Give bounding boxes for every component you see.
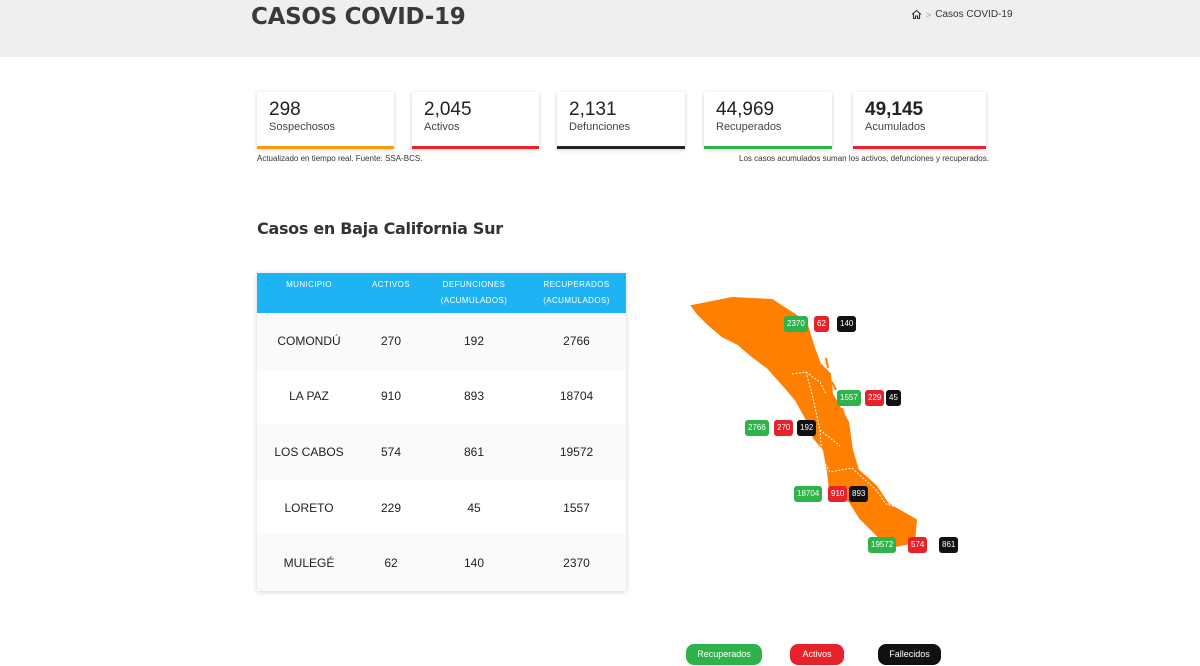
cell-municipio: COMONDÚ <box>277 333 341 348</box>
legend-fallecidos: Fallecidos <box>878 644 941 665</box>
cell-recuperados: 19572 <box>559 444 594 459</box>
section-title: Casos en Baja California Sur <box>257 219 503 238</box>
column-header: DEFUNCIONES (ACUMULADOS) <box>440 280 508 305</box>
stat-card-acumulados: 49,145 Acumulados <box>853 92 986 149</box>
map-label-mulege-activos: 62 <box>814 316 829 332</box>
map-label-comondu-activos: 270 <box>774 420 794 436</box>
map-label-comondu-fallecidos: 192 <box>797 420 817 436</box>
cell-municipio: LORETO <box>284 500 334 515</box>
cell-activos: 270 <box>380 333 402 348</box>
stat-bar <box>853 146 986 149</box>
breadcrumb: > Casos COVID-19 <box>911 9 1013 20</box>
cell-defunciones: 140 <box>463 556 485 571</box>
page-title: CASOS COVID-19 <box>251 4 466 30</box>
map-label-loreto-fallecidos: 45 <box>886 390 901 406</box>
stat-label: Sospechosos <box>269 121 336 133</box>
map-label-mulege-fallecidos: 140 <box>837 316 857 332</box>
column-header: ACTIVOS <box>372 280 410 289</box>
cell-municipio: LA PAZ <box>289 389 329 404</box>
coastline-dots <box>825 357 845 415</box>
breadcrumb-separator: > <box>926 9 932 20</box>
cell-recuperados: 2766 <box>563 333 590 348</box>
map-label-mulege-recuperados: 2370 <box>784 316 808 332</box>
municipality-border <box>791 371 901 509</box>
map-label-loreto-activos: 229 <box>865 390 885 406</box>
stat-value: 2,045 <box>424 99 472 120</box>
table-row: MULEGÉ 62 140 2370 <box>257 535 626 591</box>
stat-label: Activos <box>424 121 460 133</box>
page-header: CASOS COVID-19 > Casos COVID-19 <box>0 0 1200 57</box>
cell-defunciones: 192 <box>463 333 485 348</box>
map-region <box>690 296 918 548</box>
stat-card-activos: 2,045 Activos <box>412 92 539 149</box>
stat-label: Acumulados <box>865 121 926 133</box>
map-label-lapaz-recuperados: 18704 <box>794 486 823 502</box>
stat-bar <box>704 146 832 149</box>
stat-value: 298 <box>269 99 301 120</box>
bcs-map-shape <box>690 296 918 548</box>
stat-card-recuperados: 44,969 Recuperados <box>704 92 832 149</box>
home-icon[interactable] <box>911 9 922 20</box>
cell-defunciones: 45 <box>467 500 481 515</box>
map-label-loscabos-recuperados: 19572 <box>868 537 897 553</box>
table-row: LORETO 229 45 1557 <box>257 480 626 536</box>
map-label-loscabos-fallecidos: 861 <box>939 537 959 553</box>
cell-recuperados: 2370 <box>563 556 590 571</box>
cell-municipio: MULEGÉ <box>283 556 335 571</box>
breadcrumb-current: Casos COVID-19 <box>935 9 1013 20</box>
stat-value: 2,131 <box>569 99 617 120</box>
cell-defunciones: 861 <box>463 444 485 459</box>
municipality-table: MUNICIPIO ACTIVOS DEFUNCIONES (ACUMULADO… <box>257 273 626 591</box>
cell-municipio: LOS CABOS <box>274 444 344 459</box>
legend-recuperados: Recuperados <box>686 644 762 665</box>
stat-label: Recuperados <box>716 121 782 133</box>
map-label-comondu-recuperados: 2766 <box>745 420 769 436</box>
map-label-loscabos-activos: 574 <box>908 537 928 553</box>
accumulated-note: Los casos acumulados suman los activos, … <box>739 154 989 163</box>
cell-activos: 62 <box>384 556 398 571</box>
stat-bar <box>557 146 685 149</box>
table-row: LA PAZ 910 893 18704 <box>257 369 626 425</box>
cell-defunciones: 893 <box>463 389 485 404</box>
cell-activos: 910 <box>380 389 402 404</box>
map-label-lapaz-activos: 910 <box>828 486 848 502</box>
stat-value: 44,969 <box>716 99 775 120</box>
source-note: Actualizado en tiempo real. Fuente: SSA-… <box>257 154 423 163</box>
cell-recuperados: 1557 <box>563 500 590 515</box>
table-row: LOS CABOS 574 861 19572 <box>257 424 626 480</box>
cell-activos: 574 <box>380 444 402 459</box>
stat-card-sospechosos: 298 Sospechosos <box>257 92 394 149</box>
legend-activos: Activos <box>790 644 844 665</box>
stat-label: Defunciones <box>569 121 631 133</box>
column-header: MUNICIPIO <box>286 280 332 289</box>
cell-activos: 229 <box>380 500 402 515</box>
bcs-map: 2370 62 140 1557 229 45 2766 270 192 187… <box>680 290 980 560</box>
map-label-lapaz-fallecidos: 893 <box>849 486 869 502</box>
table-body: COMONDÚ 270 192 2766 LA PAZ 910 893 1870… <box>257 313 626 591</box>
stat-bar <box>257 146 394 149</box>
table-row: COMONDÚ 270 192 2766 <box>257 313 626 369</box>
stat-value: 49,145 <box>865 99 924 120</box>
stat-bar <box>412 146 539 149</box>
cell-recuperados: 18704 <box>559 389 594 404</box>
table-header: MUNICIPIO ACTIVOS DEFUNCIONES (ACUMULADO… <box>257 273 626 313</box>
map-label-loreto-recuperados: 1557 <box>837 390 861 406</box>
column-header: RECUPERADOS (ACUMULADOS) <box>543 280 610 305</box>
stat-card-defunciones: 2,131 Defunciones <box>557 92 685 149</box>
